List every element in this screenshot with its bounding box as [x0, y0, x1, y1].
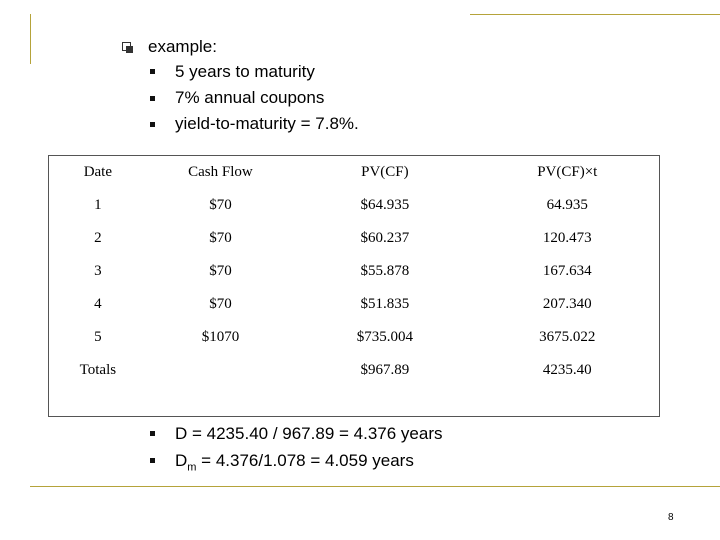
table-cell: $70 — [209, 230, 232, 246]
table-cell: 167.634 — [542, 263, 592, 279]
sub-bullet-1: 5 years to maturity — [175, 62, 315, 81]
table-cell: 4235.40 — [542, 362, 592, 378]
table-cell: $70 — [209, 296, 232, 312]
table-cell: $967.89 — [360, 362, 410, 378]
page-number: 8 — [668, 512, 674, 523]
table-totals-row: Totals $967.89 4235.40 — [49, 354, 659, 387]
sub-bullet-3: yield-to-maturity = 7.8%. — [175, 114, 359, 133]
duration-formula: D = 4235.40 / 967.89 = 4.376 years — [175, 424, 443, 443]
square-bullet-icon — [150, 458, 155, 463]
header-pv: PV(CF) — [361, 164, 409, 180]
table-row: 3 $70 $55.878 167.634 — [49, 255, 659, 288]
table-row: 1 $70 $64.935 64.935 — [49, 189, 659, 222]
decorative-top-line — [470, 14, 720, 15]
header-cash-flow: Cash Flow — [188, 164, 253, 180]
modified-duration-subscript: m — [187, 461, 197, 474]
sub-bullet-2: 7% annual coupons — [175, 88, 325, 107]
table-cell: 207.340 — [542, 296, 592, 312]
table-cell: 120.473 — [542, 230, 592, 246]
square-bullet-icon — [150, 69, 155, 74]
header-date: Date — [83, 164, 113, 180]
table-cell: 3 — [94, 263, 102, 279]
table-cell: $1070 — [201, 329, 240, 345]
table-cell: $735.004 — [356, 329, 413, 345]
table-cell — [147, 354, 294, 387]
table-cell: $64.935 — [360, 197, 410, 213]
table-cell: 2 — [94, 230, 102, 246]
table-cell: 64.935 — [546, 197, 588, 213]
table-row: 2 $70 $60.237 120.473 — [49, 222, 659, 255]
table-cell: $55.878 — [360, 263, 410, 279]
header-pv-times-t: PV(CF)×t — [537, 164, 598, 180]
modified-duration-symbol: D — [175, 451, 188, 470]
table-cell: 5 — [94, 329, 102, 345]
table-cell: 1 — [94, 197, 102, 213]
modified-duration-value: = 4.376/1.078 = 4.059 years — [196, 451, 414, 470]
table-cell: 3675.022 — [539, 329, 596, 345]
checkbox-bullet-icon — [122, 42, 133, 53]
decorative-vertical-line — [30, 14, 31, 64]
table-cell: Totals — [79, 362, 117, 378]
square-bullet-icon — [150, 122, 155, 127]
main-bullet-text: example: — [148, 37, 217, 56]
table-cell: $51.835 — [360, 296, 410, 312]
table-row: 5 $1070 $735.004 3675.022 — [49, 321, 659, 354]
table-cell: $60.237 — [360, 230, 410, 246]
cash-flow-table: Date Cash Flow PV(CF) PV(CF)×t 1 $70 $64… — [48, 155, 660, 417]
decorative-bottom-line — [30, 486, 720, 487]
square-bullet-icon — [150, 96, 155, 101]
table-cell: 4 — [94, 296, 102, 312]
table-header-row: Date Cash Flow PV(CF) PV(CF)×t — [49, 156, 659, 189]
table-cell: $70 — [209, 197, 232, 213]
table-row: 4 $70 $51.835 207.340 — [49, 288, 659, 321]
square-bullet-icon — [150, 431, 155, 436]
modified-duration-formula: Dm = 4.376/1.078 = 4.059 years — [175, 451, 414, 477]
table-cell: $70 — [209, 263, 232, 279]
